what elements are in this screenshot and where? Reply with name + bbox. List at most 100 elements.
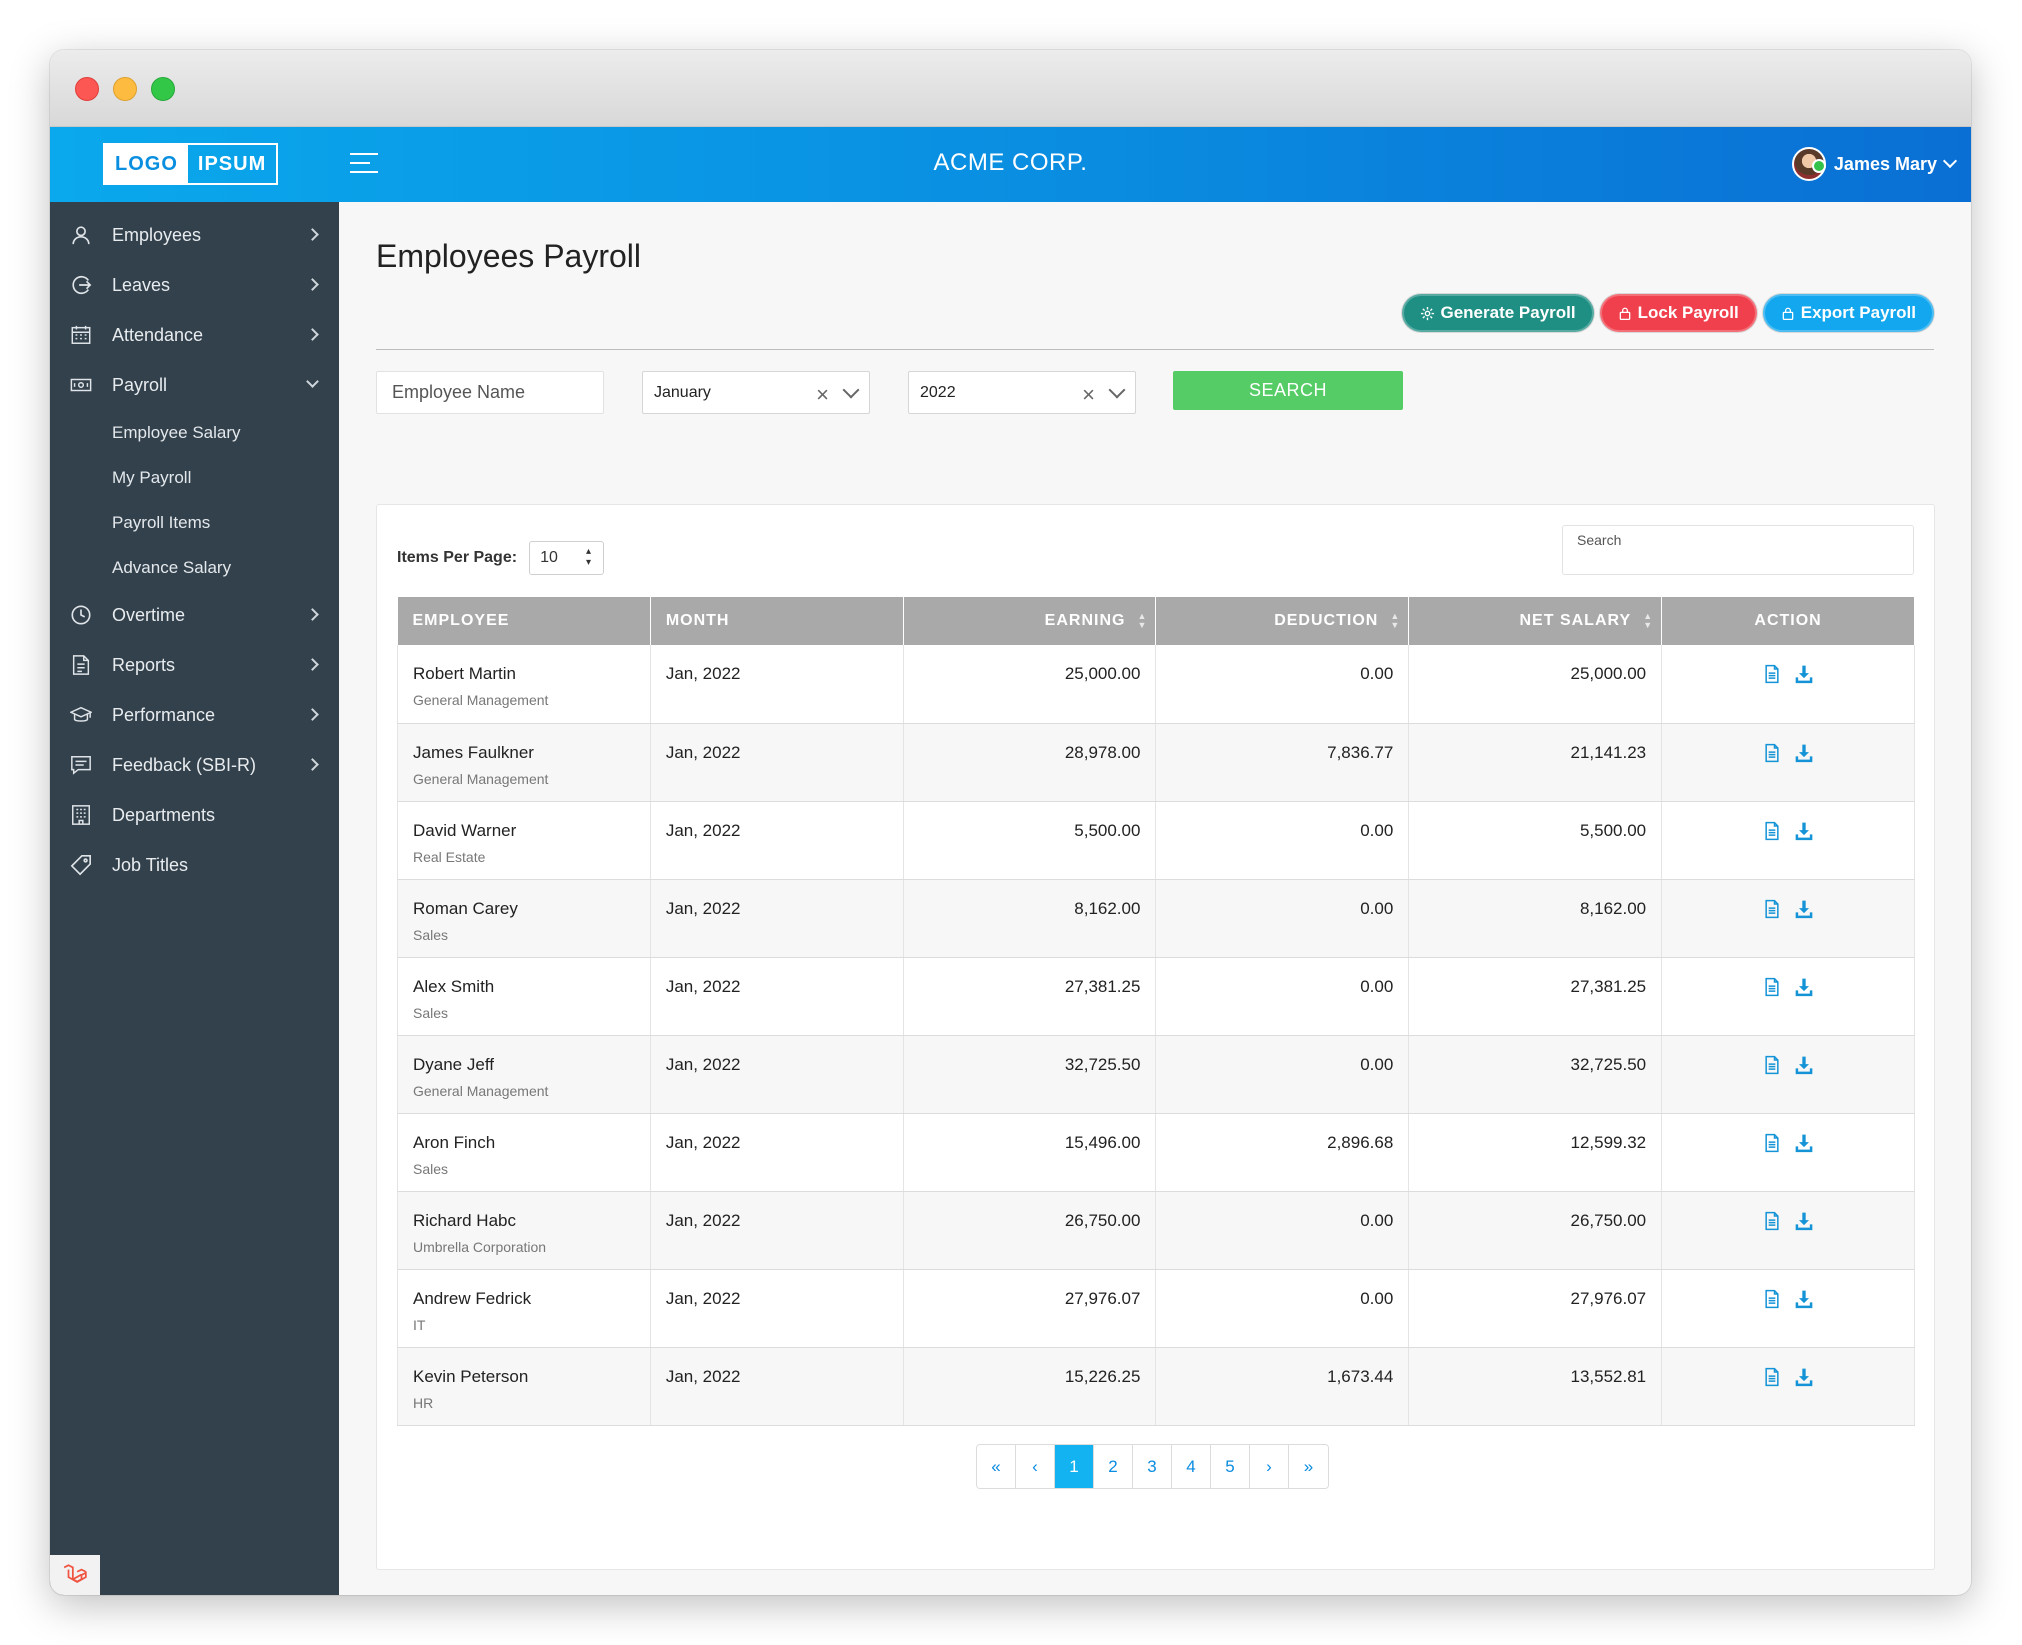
- sidebar-item-departments[interactable]: Departments: [50, 790, 339, 840]
- feedback-icon: [71, 756, 91, 775]
- employee-name[interactable]: James Faulkner: [413, 742, 534, 762]
- table-header-row: EMPLOYEE MONTH EARNING ▲ ▼ DEDUCTION ▲ ▼ N…: [397, 597, 1915, 645]
- table-search-input[interactable]: Search: [1562, 525, 1914, 575]
- column-header-employee[interactable]: EMPLOYEE: [397, 597, 651, 645]
- pagination-page-3[interactable]: 3: [1133, 1445, 1172, 1488]
- sidebar-item-employees[interactable]: Employees: [50, 210, 339, 260]
- menu-toggle-icon[interactable]: [350, 153, 378, 175]
- sidebar-item-label: Departments: [112, 804, 216, 825]
- column-header-earning[interactable]: EARNING ▲ ▼: [903, 597, 1157, 645]
- view-payslip-icon[interactable]: [1762, 1055, 1782, 1075]
- cell-month: Jan, 2022: [650, 957, 904, 1036]
- download-icon[interactable]: [1794, 899, 1814, 919]
- sidebar-item-payroll[interactable]: Payroll: [50, 360, 339, 410]
- view-payslip-icon[interactable]: [1762, 1133, 1782, 1153]
- download-icon[interactable]: [1794, 664, 1814, 684]
- sidebar-subitem-my-payroll[interactable]: My Payroll: [112, 467, 192, 487]
- close-window-button[interactable]: [75, 77, 99, 101]
- logo[interactable]: LOGO IPSUM: [103, 143, 279, 185]
- chevron-right-icon: [306, 228, 319, 241]
- sort-icon[interactable]: ▲ ▼: [1137, 611, 1148, 630]
- view-payslip-icon[interactable]: [1762, 899, 1782, 919]
- pagination-prev[interactable]: ‹: [1016, 1445, 1055, 1488]
- cell-action: [1661, 801, 1915, 880]
- sidebar-item-reports[interactable]: Reports: [50, 640, 339, 690]
- pagination-first[interactable]: «: [977, 1445, 1016, 1488]
- employee-name[interactable]: Robert Martin: [413, 664, 516, 683]
- employee-name[interactable]: Richard Habc: [413, 1210, 516, 1230]
- user-icon: [72, 226, 90, 245]
- download-icon[interactable]: [1794, 1133, 1814, 1153]
- sort-icon[interactable]: ▲ ▼: [1390, 611, 1401, 630]
- sidebar-item-feedback[interactable]: Feedback (SBI-R): [50, 740, 339, 790]
- pagination-page-1[interactable]: 1: [1055, 1445, 1094, 1488]
- table-row: Robert Martin General Management Jan, 2022…: [397, 645, 1915, 724]
- cell-month: Jan, 2022: [650, 1035, 904, 1114]
- employee-name[interactable]: David Warner: [413, 820, 517, 840]
- download-icon[interactable]: [1794, 743, 1814, 763]
- column-header-month[interactable]: MONTH: [650, 597, 904, 645]
- table-row: Dyane Jeff General Management Jan, 2022 32,…: [397, 1035, 1915, 1114]
- download-icon[interactable]: [1794, 1289, 1814, 1309]
- employee-name[interactable]: Dyane Jeff: [413, 1054, 494, 1074]
- month-select[interactable]: January ×: [642, 371, 870, 414]
- cell-month: Jan, 2022: [650, 801, 904, 880]
- view-payslip-icon[interactable]: [1762, 1211, 1782, 1231]
- view-payslip-icon[interactable]: [1762, 1289, 1782, 1309]
- sidebar-subitem-payroll-items[interactable]: Payroll Items: [112, 512, 211, 532]
- generate-payroll-button[interactable]: Generate Payroll: [1401, 294, 1594, 332]
- clear-icon[interactable]: ×: [816, 382, 829, 407]
- company-name: ACME CORP.: [933, 149, 1088, 176]
- employee-name[interactable]: Alex Smith: [413, 976, 495, 996]
- sidebar-item-attendance[interactable]: Attendance: [50, 310, 339, 360]
- employee-name[interactable]: Kevin Peterson: [413, 1366, 529, 1386]
- pagination-page-4[interactable]: 4: [1172, 1445, 1211, 1488]
- employee-name-input[interactable]: Employee Name: [376, 371, 604, 414]
- download-icon[interactable]: [1794, 977, 1814, 997]
- minimize-window-button[interactable]: [113, 77, 137, 101]
- chevron-down-icon: [1108, 381, 1126, 399]
- view-payslip-icon[interactable]: [1762, 821, 1782, 841]
- cell-month: Jan, 2022: [650, 723, 904, 802]
- view-payslip-icon[interactable]: [1762, 1367, 1782, 1387]
- laravel-logo-icon[interactable]: [50, 1555, 100, 1595]
- view-payslip-icon[interactable]: [1762, 743, 1782, 763]
- page-title: Employees Payroll: [376, 238, 641, 274]
- sidebar-subitem-employee-salary[interactable]: Employee Salary: [112, 422, 241, 442]
- search-button[interactable]: SEARCH: [1173, 371, 1403, 410]
- maximize-window-button[interactable]: [151, 77, 175, 101]
- pagination-last[interactable]: »: [1289, 1445, 1328, 1488]
- column-header-net-salary[interactable]: NET SALARY ▲ ▼: [1408, 597, 1663, 645]
- employee-name[interactable]: Aron Finch: [413, 1132, 496, 1152]
- download-icon[interactable]: [1794, 821, 1814, 841]
- sidebar-item-performance[interactable]: Performance: [50, 690, 339, 740]
- sort-icon[interactable]: ▲ ▼: [1643, 611, 1654, 630]
- download-icon[interactable]: [1794, 1211, 1814, 1231]
- sidebar-item-job-titles[interactable]: Job Titles: [50, 840, 339, 890]
- employee-name[interactable]: Roman Carey: [413, 898, 518, 918]
- pagination-page-5[interactable]: 5: [1211, 1445, 1250, 1488]
- cell-employee: Roman Carey Sales: [397, 879, 651, 958]
- items-per-page-select[interactable]: 10: [529, 541, 605, 575]
- pagination-next[interactable]: ›: [1250, 1445, 1289, 1488]
- sidebar-item-leaves[interactable]: Leaves: [50, 260, 339, 310]
- lock-payroll-button[interactable]: Lock Payroll: [1599, 294, 1757, 332]
- cell-net-salary: 27,381.25: [1408, 957, 1663, 1036]
- view-payslip-icon[interactable]: [1762, 664, 1782, 684]
- user-menu[interactable]: James Mary: [1791, 147, 1958, 181]
- export-payroll-button[interactable]: Export Payroll: [1762, 294, 1934, 332]
- download-icon[interactable]: [1794, 1055, 1814, 1075]
- clear-icon[interactable]: ×: [1082, 382, 1095, 407]
- sidebar-item-overtime[interactable]: Overtime: [50, 590, 339, 640]
- cell-employee: Kevin Peterson HR: [397, 1347, 651, 1426]
- lock-payroll-label: Lock Payroll: [1637, 303, 1739, 322]
- sidebar-subitem-advance-salary[interactable]: Advance Salary: [112, 557, 232, 577]
- employee-department: Real Estate: [413, 848, 486, 865]
- column-header-deduction[interactable]: DEDUCTION ▲ ▼: [1155, 597, 1410, 645]
- year-select[interactable]: 2022 ×: [908, 371, 1136, 414]
- pagination-page-2[interactable]: 2: [1094, 1445, 1133, 1488]
- download-icon[interactable]: [1794, 1367, 1814, 1387]
- view-payslip-icon[interactable]: [1762, 977, 1782, 997]
- employee-name[interactable]: Andrew Fedrick: [413, 1288, 532, 1308]
- employee-department: Umbrella Corporation: [413, 1238, 547, 1255]
